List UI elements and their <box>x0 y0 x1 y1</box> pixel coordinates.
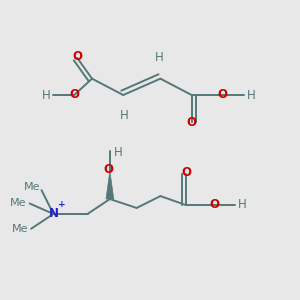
Text: H: H <box>238 199 246 212</box>
Text: +: + <box>58 200 65 209</box>
Text: O: O <box>187 116 196 129</box>
Text: O: O <box>72 50 82 64</box>
Text: H: H <box>114 146 122 160</box>
Text: O: O <box>218 88 228 100</box>
Text: H: H <box>42 88 50 101</box>
Text: Me: Me <box>10 199 27 208</box>
Text: H: H <box>247 88 255 101</box>
Text: H: H <box>154 51 163 64</box>
Text: N: N <box>48 207 59 220</box>
Text: Me: Me <box>12 224 28 234</box>
Text: O: O <box>182 167 192 179</box>
Text: O: O <box>210 198 220 211</box>
Text: O: O <box>69 88 79 100</box>
Text: O: O <box>103 164 113 176</box>
Polygon shape <box>106 171 114 199</box>
Text: Me: Me <box>23 182 40 192</box>
Text: H: H <box>120 109 129 122</box>
